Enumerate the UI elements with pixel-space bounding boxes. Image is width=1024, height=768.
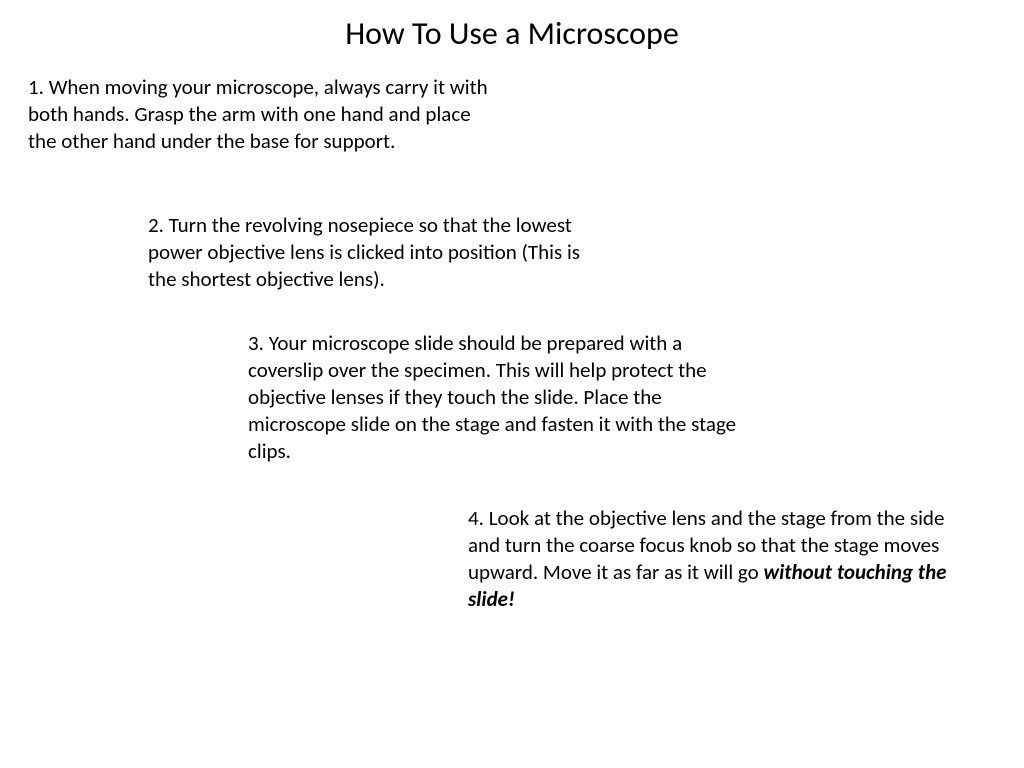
instruction-step-3: 3. Your microscope slide should be prepa… bbox=[248, 330, 748, 464]
document-title: How To Use a Microscope bbox=[0, 14, 1024, 53]
instruction-step-1: 1. When moving your microscope, always c… bbox=[28, 74, 498, 155]
instruction-step-4: 4. Look at the objective lens and the st… bbox=[468, 505, 963, 613]
instruction-step-2: 2. Turn the revolving nosepiece so that … bbox=[148, 212, 598, 293]
step-4-text-after: ! bbox=[508, 586, 515, 612]
